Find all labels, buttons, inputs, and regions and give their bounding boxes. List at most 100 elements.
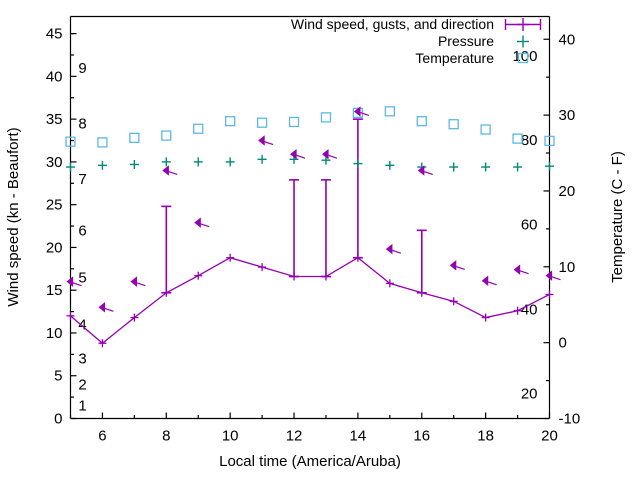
barb-tail [200,223,210,228]
y2-tick-label: 0 [559,335,567,352]
y-tick-label: 40 [46,68,63,85]
y2-tick-label: -10 [559,411,581,428]
barb-head [258,135,265,146]
barb-head [290,148,297,160]
y2-tick-label: 40 [559,31,576,48]
barb-tail [551,276,561,281]
y-tick-label: 35 [46,111,63,128]
wind-direction-barb [66,276,82,287]
wind-direction-barb [385,243,402,255]
barb-head [162,165,169,176]
x-tick-label: 16 [413,428,430,445]
barb-tail [104,307,114,312]
barb-tail [136,282,146,287]
wind-direction-barb [194,217,210,228]
y-tick-label: 20 [46,239,63,256]
y2-tick-label: 10 [559,259,576,276]
temperature-point [320,112,332,123]
temperature-point [544,135,555,147]
pressure-markers [66,154,554,172]
x-axis-ticks: 6 8 10 12 14 16 18 20 [69,412,558,445]
temperature-point [512,133,523,144]
temperature-point [448,119,459,130]
x-tick-label: 14 [350,428,367,445]
fahrenheit-label: 80 [521,132,538,149]
beaufort-label: 5 [78,269,86,286]
barb-head [417,165,425,176]
temperature-point [97,137,108,148]
beaufort-label: 7 [78,171,86,188]
temperature-point [256,117,268,128]
barb-tail [168,170,178,176]
y-tick-label: 0 [54,411,62,428]
x-tick-label: 20 [541,428,558,445]
y2-tick-label: 30 [559,107,576,124]
beaufort-label: 3 [78,351,86,368]
wind-direction-barb [162,165,178,176]
y2-axis-title: Temperature (C - F) [609,151,626,283]
x-axis-title: Local time (America/Aruba) [219,453,401,470]
plot-frame [69,15,551,420]
x-tick-label: 18 [477,428,494,445]
gust-bars [161,118,427,294]
barb-tail [295,154,306,159]
x-tick-label: 8 [162,428,170,445]
barb-head [545,270,553,281]
barb-head [322,148,329,160]
temperature-point [480,124,491,135]
y-tick-label: 10 [46,325,63,342]
barb-head [481,275,489,287]
beaufort-scale-labels: 1 2 3 4 5 6 7 8 9 [78,60,86,415]
wind-direction-barb [449,260,465,271]
fahrenheit-label: 60 [521,216,538,233]
beaufort-label: 2 [78,376,86,393]
barb-tail [327,154,338,159]
barb-tail [263,140,274,146]
wind-speed-polyline [70,256,550,345]
barb-tail [423,170,433,176]
wind-direction-barb [353,106,370,117]
wind-direction-barb [258,135,274,146]
wind-direction-barb [513,264,529,275]
wind-direction-barb [322,148,338,160]
chart-legend: Wind speed, gusts, and direction Pressur… [291,16,542,66]
wind-direction-barbs [66,106,561,313]
x-tick-label: 6 [98,428,106,445]
legend-label-temperature: Temperature [415,50,494,66]
temperature-point [416,116,427,127]
temperature-point [288,116,300,128]
wind-direction-barb [545,270,561,281]
wind-speed-line [66,253,554,348]
y2-axis-ticks: -10 0 10 20 30 40 [543,31,581,428]
temperature-point [384,106,395,117]
barb-tail [391,249,402,254]
wind-direction-barb [290,148,306,160]
temperature-point [161,130,172,141]
beaufort-label: 1 [78,398,86,415]
temperature-point [225,116,236,127]
legend-marker-temperature [517,52,529,64]
wind-direction-barb [98,302,114,313]
barb-head [130,276,137,287]
temperature-point [193,123,204,134]
wind-direction-barb [417,165,433,176]
wind-direction-barb [130,276,146,287]
y-tick-label: 5 [54,368,62,385]
barb-head [513,264,521,275]
y-tick-label: 25 [46,197,63,214]
y-tick-label: 30 [46,154,63,171]
legend-label-pressure: Pressure [438,33,494,49]
beaufort-label: 8 [78,115,86,132]
x-tick-label: 10 [222,428,239,445]
y-tick-label: 15 [46,282,63,299]
barb-tail [487,281,497,286]
beaufort-label: 6 [78,222,86,239]
barb-tail [455,265,465,270]
barb-head [449,260,457,271]
barb-head [353,106,361,117]
barb-head [194,217,201,228]
